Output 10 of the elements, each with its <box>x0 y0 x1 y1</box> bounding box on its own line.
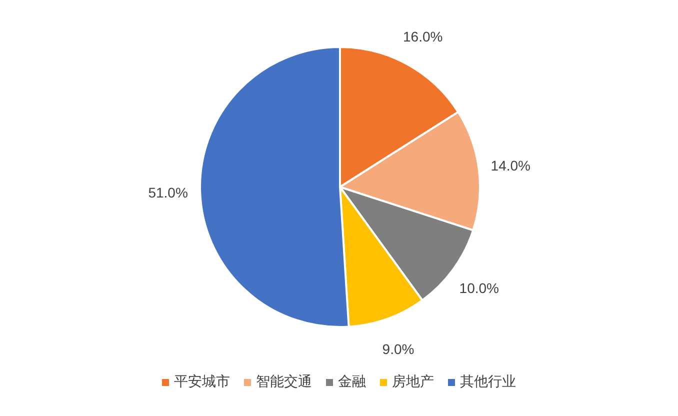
legend-label: 房地产 <box>392 373 434 389</box>
legend-label: 其他行业 <box>460 373 516 389</box>
legend-label: 金融 <box>338 373 366 389</box>
data-label: 16.0% <box>403 28 443 44</box>
legend-label: 平安城市 <box>174 373 230 389</box>
data-label: 51.0% <box>148 184 188 200</box>
legend-label: 智能交通 <box>256 373 312 389</box>
data-label: 10.0% <box>459 280 500 296</box>
data-label: 9.0% <box>382 340 414 357</box>
data-label: 14.0% <box>490 157 530 174</box>
